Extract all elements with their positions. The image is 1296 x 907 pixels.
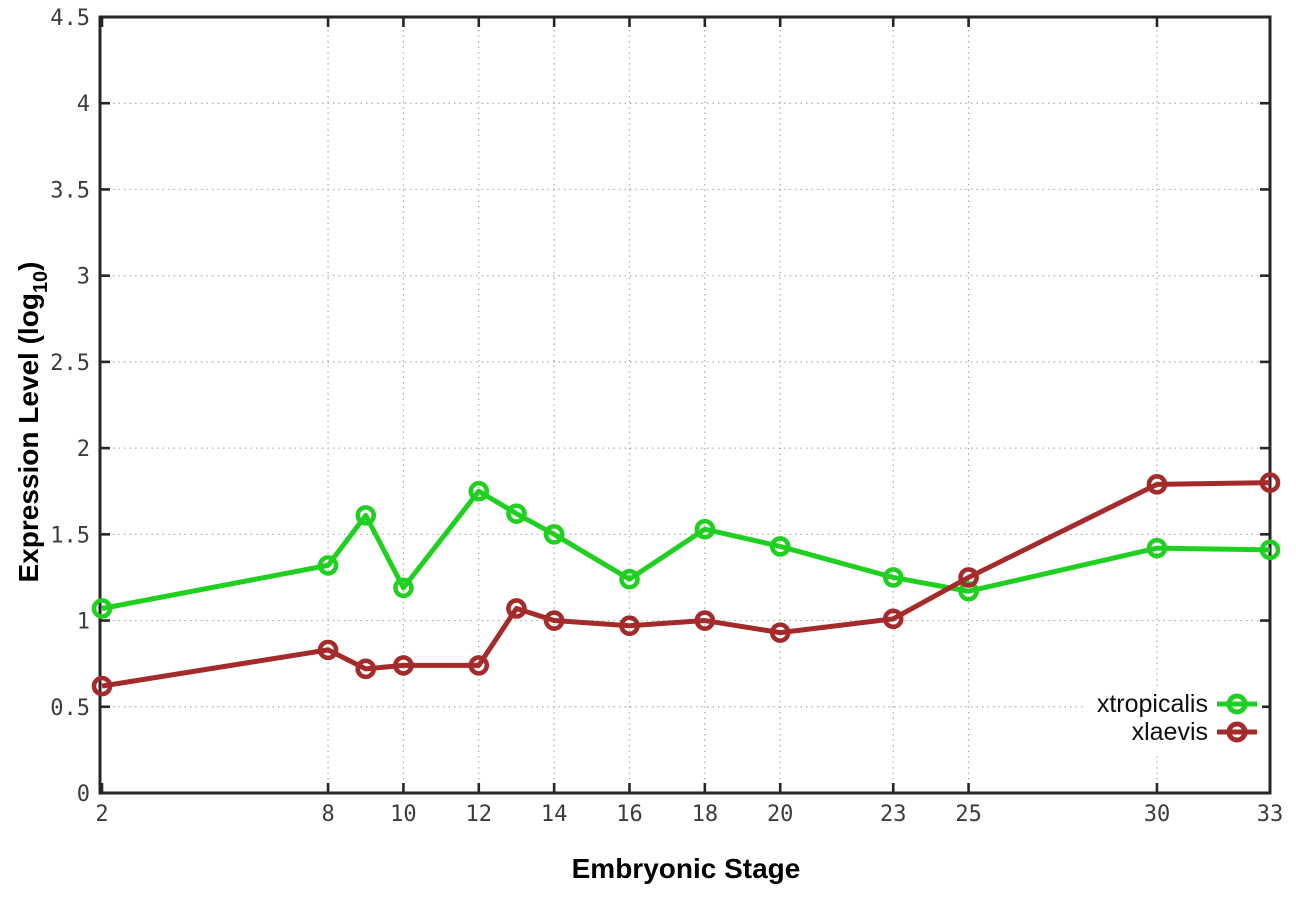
data-point-marker [355, 658, 377, 680]
y-tick-label: 2.5 [50, 351, 90, 376]
legend-label: xlaevis [1132, 718, 1208, 746]
data-point-marker [91, 598, 113, 619]
data-point-marker [468, 655, 490, 676]
data-point-marker [91, 675, 113, 697]
data-point-marker [393, 655, 414, 676]
x-tick-label: 16 [616, 802, 643, 827]
data-point-marker [958, 567, 979, 588]
y-tick-label: 1.5 [50, 523, 90, 548]
data-point-marker [468, 480, 490, 502]
legend-label: xtropicalis [1097, 690, 1208, 718]
x-tick-label: 12 [466, 802, 493, 827]
data-point-marker [1146, 537, 1168, 559]
data-point-marker [882, 567, 904, 588]
legend-marker-icon [1226, 693, 1248, 715]
x-tick-label: 20 [767, 802, 794, 827]
y-tick-label: 3.5 [50, 178, 90, 203]
y-tick-label: 3 [77, 265, 90, 290]
data-point-marker [543, 610, 565, 631]
y-tick-label: 0.5 [50, 696, 90, 721]
gridlines [102, 19, 1268, 791]
y-tick-label: 4.5 [50, 6, 90, 31]
data-point-marker [317, 555, 339, 576]
x-tick-label: 30 [1144, 802, 1171, 827]
data-point-marker [1259, 472, 1281, 493]
data-point-marker [1259, 539, 1281, 561]
y-tick-label: 2 [77, 437, 90, 462]
plot-area: 2 8 10 12 14 16 18 20 23 25 30 33 0 0.5 1 1.5 2 2.5 3 3.5 4 4… [50, 6, 1283, 827]
x-tick-label: 23 [880, 802, 907, 827]
data-point-marker [506, 503, 527, 524]
x-tick-label: 10 [390, 802, 417, 827]
x-axis-label: Embryonic Stage [572, 853, 801, 884]
legend-marker-icon [1226, 721, 1248, 743]
x-tick-label: 8 [321, 802, 334, 827]
data-point-marker [1146, 474, 1168, 495]
axis-ticks [100, 15, 1272, 795]
x-tick-label: 2 [95, 802, 108, 827]
x-tick-label: 25 [955, 802, 982, 827]
series-xtropicalis [91, 480, 1281, 619]
y-tick-label: 0 [77, 782, 90, 807]
data-point-marker [619, 615, 640, 637]
data-point-marker [506, 598, 527, 619]
y-tick-label: 1 [77, 610, 90, 635]
x-tick-label: 33 [1257, 802, 1284, 827]
x-tick-label: 14 [541, 802, 568, 827]
data-point-marker [694, 518, 716, 540]
plot-frame [98, 15, 1272, 795]
series-line-xtropicalis [101, 488, 1271, 611]
y-axis-label-main: Expression Level (log [13, 293, 44, 582]
legend-entry-xlaevis: xlaevis [1132, 718, 1257, 746]
series-line-xlaevis [101, 480, 1271, 689]
data-point-marker [619, 568, 640, 590]
data-point-marker [769, 622, 791, 643]
legend-entry-xtropicalis: xtropicalis [1097, 690, 1257, 718]
legend: xtropicalis xlaevis [1086, 686, 1262, 752]
data-point-marker [694, 610, 716, 631]
data-point-marker [769, 536, 791, 557]
tick-labels: 2 8 10 12 14 16 18 20 23 25 30 33 0 0.5 1 1.5 2 2.5 3 3.5 4 4… [50, 6, 1283, 827]
y-axis-label: Expression Level (log10) [13, 262, 52, 583]
y-axis-label-subscript: 10 [30, 271, 52, 293]
y-axis-label-close: ) [13, 262, 44, 271]
y-tick-label: 4 [77, 92, 90, 117]
series-xlaevis [91, 472, 1281, 697]
data-point-marker [355, 505, 377, 526]
data-point-marker [882, 608, 904, 630]
data-point-marker [543, 524, 565, 545]
x-tick-label: 18 [692, 802, 719, 827]
data-point-marker [393, 577, 414, 599]
data-point-marker [317, 639, 339, 661]
